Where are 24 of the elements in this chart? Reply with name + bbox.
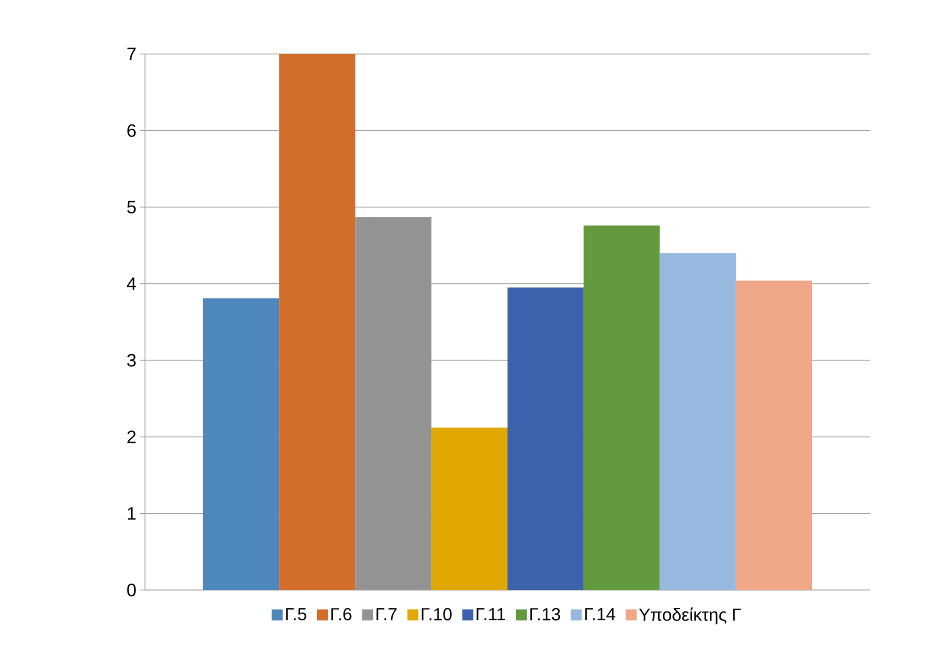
bar	[584, 226, 660, 590]
legend-label: Γ.5	[286, 608, 306, 620]
y-tick-label: 4	[126, 278, 136, 290]
y-tick-label: 5	[127, 200, 136, 214]
bar	[355, 217, 432, 590]
bar	[279, 54, 356, 590]
bar	[431, 428, 508, 590]
legend-label: Γ.6	[331, 608, 352, 620]
y-tick-label: 2	[127, 430, 136, 444]
y-tick-label: 0	[127, 584, 136, 596]
y-tick-label: 1	[128, 507, 136, 520]
bar	[736, 280, 812, 590]
legend-label: Γ.7	[376, 608, 397, 620]
y-tick-label: 6	[127, 124, 136, 137]
bar	[203, 298, 280, 590]
bar	[660, 253, 736, 590]
legend-label: Γ.11	[476, 608, 506, 620]
legend-label: Γ.10	[422, 608, 452, 620]
legend-label: Γ.14	[585, 608, 616, 620]
legend-label: Υποδείκτης Γ	[639, 608, 741, 624]
y-tick-label: 7	[127, 48, 136, 60]
legend-label: Γ.13	[530, 608, 560, 620]
y-tick-label: 3	[127, 354, 136, 367]
bar	[508, 288, 584, 590]
